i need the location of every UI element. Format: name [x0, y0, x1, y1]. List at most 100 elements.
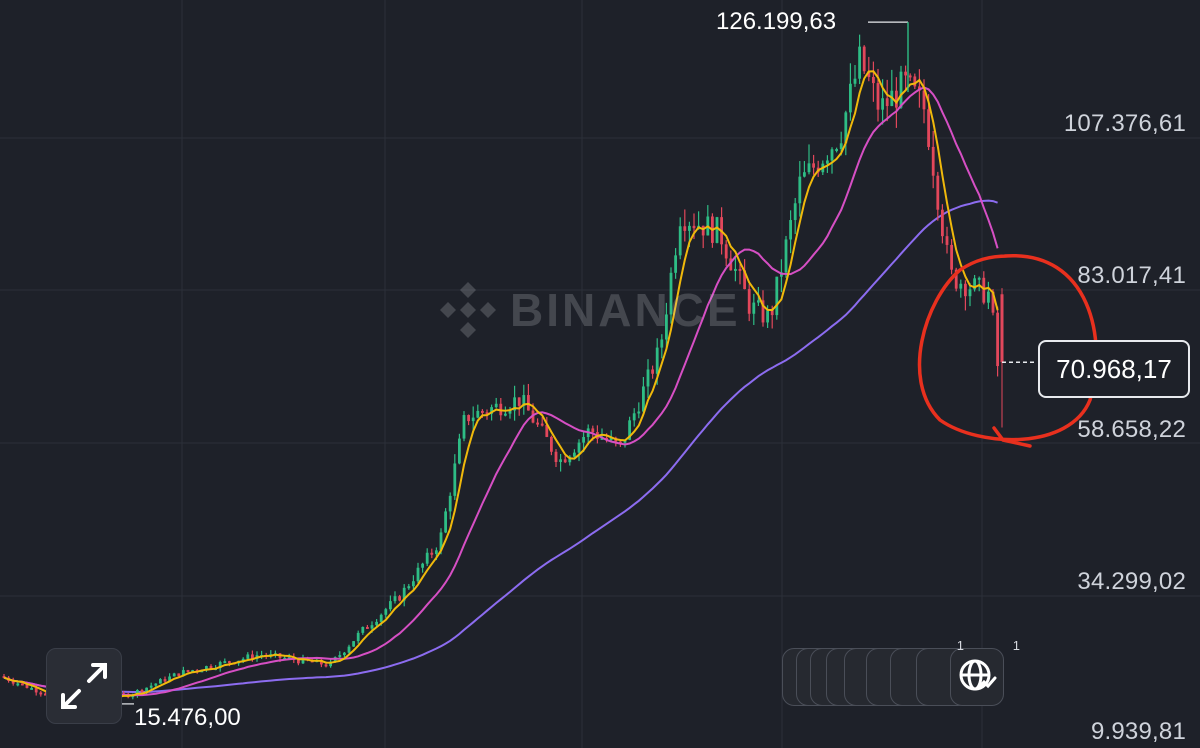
- candle-body: [724, 244, 728, 259]
- candle-body: [407, 586, 411, 589]
- candle-body: [338, 655, 342, 658]
- candle-body: [577, 442, 581, 453]
- candle-body: [34, 687, 38, 693]
- globe-chart-icon: [959, 659, 997, 691]
- candle-body: [241, 658, 245, 661]
- candle-body: [531, 410, 535, 423]
- candle-body: [660, 339, 664, 348]
- candle-body: [356, 632, 360, 642]
- candle-body: [320, 659, 323, 665]
- candle-body: [646, 369, 650, 387]
- candle-body: [867, 71, 871, 78]
- candle-body: [476, 410, 480, 418]
- candle-body: [743, 270, 746, 290]
- candle-body: [182, 670, 185, 677]
- candle-body: [550, 436, 553, 452]
- candle-body: [517, 397, 521, 406]
- candle-body: [674, 255, 677, 273]
- candle-body: [168, 676, 171, 682]
- y-axis-label: 9.939,81: [1090, 718, 1186, 745]
- annotation-circle: [917, 254, 1099, 442]
- widget-badge: 1: [956, 638, 964, 653]
- candle-body: [384, 609, 388, 615]
- candle-body: [402, 587, 406, 601]
- candle-body: [30, 687, 33, 690]
- candle-body: [163, 679, 167, 682]
- candle-body: [177, 673, 181, 677]
- candle-body: [844, 112, 848, 144]
- candle-body: [830, 149, 834, 161]
- expand-arrows-icon: [61, 663, 107, 709]
- candle-body: [563, 459, 567, 463]
- ma-slow-path: [3, 199, 998, 693]
- ma-slow-line: [3, 199, 998, 693]
- candle-body: [559, 459, 562, 463]
- candle-body: [642, 386, 645, 412]
- candle-body: [379, 614, 383, 622]
- candle-body: [968, 289, 972, 297]
- candle-body: [324, 664, 328, 667]
- ma-fast-line: [3, 70, 999, 698]
- candle-body: [159, 679, 162, 684]
- candle-body: [784, 239, 788, 273]
- candle-body: [191, 670, 194, 673]
- low-marker-label: 15.476,00: [134, 704, 241, 731]
- candle-body: [899, 71, 903, 108]
- binance-watermark: BINANCE: [436, 278, 741, 342]
- y-axis-label: 107.376,61: [1063, 110, 1186, 137]
- candle-body: [977, 277, 981, 280]
- candle-body: [632, 413, 636, 421]
- candle-body: [789, 220, 792, 240]
- binance-logo-icon: [440, 282, 496, 338]
- candle-body: [554, 451, 558, 463]
- candle-body: [692, 225, 696, 229]
- candle-body: [770, 310, 774, 316]
- candle-body: [904, 71, 907, 76]
- floating-widget-stack[interactable]: 1 1: [782, 638, 1020, 706]
- candle-body: [945, 236, 949, 245]
- candle-body: [412, 581, 415, 587]
- candle-body: [527, 395, 530, 411]
- fullscreen-button[interactable]: [46, 648, 122, 724]
- candle-body: [352, 641, 355, 647]
- candle-body: [747, 289, 751, 314]
- candle-body: [425, 552, 429, 564]
- candle-body: [44, 693, 47, 696]
- candle-body: [839, 143, 843, 150]
- ma-mid-path: [3, 86, 999, 697]
- candle-body: [803, 172, 806, 177]
- candle-body: [545, 424, 549, 437]
- candle-body: [439, 532, 443, 551]
- candle-body: [798, 176, 802, 204]
- candle-body: [757, 300, 760, 303]
- candle-body: [287, 657, 291, 660]
- candle-body: [389, 601, 392, 610]
- candle-body: [458, 438, 461, 464]
- red-circle-annotation: [917, 254, 1099, 448]
- current-price-box[interactable]: 70.968,17: [1038, 340, 1190, 398]
- y-axis-label: 83.017,41: [1077, 262, 1186, 289]
- candle-body: [398, 596, 401, 601]
- candle-body: [536, 422, 539, 425]
- candle-body: [21, 683, 24, 686]
- candle-body: [895, 90, 898, 108]
- candle-body: [573, 452, 576, 457]
- candle-body: [669, 272, 673, 315]
- candle-body: [628, 420, 631, 440]
- candle-body: [366, 626, 369, 629]
- candle-body: [343, 652, 346, 656]
- globe-chart-button[interactable]: [950, 648, 1004, 706]
- candle-body: [715, 217, 719, 243]
- ma-mid-line: [3, 86, 999, 697]
- candle-body: [766, 310, 769, 323]
- candle-body: [513, 397, 516, 411]
- candle-body: [1000, 294, 1004, 363]
- candle-body: [885, 98, 889, 107]
- candle-body: [186, 670, 190, 673]
- candle-body: [853, 78, 857, 84]
- candle-body: [361, 626, 365, 633]
- candle-body: [154, 683, 158, 686]
- candle-body: [467, 415, 470, 422]
